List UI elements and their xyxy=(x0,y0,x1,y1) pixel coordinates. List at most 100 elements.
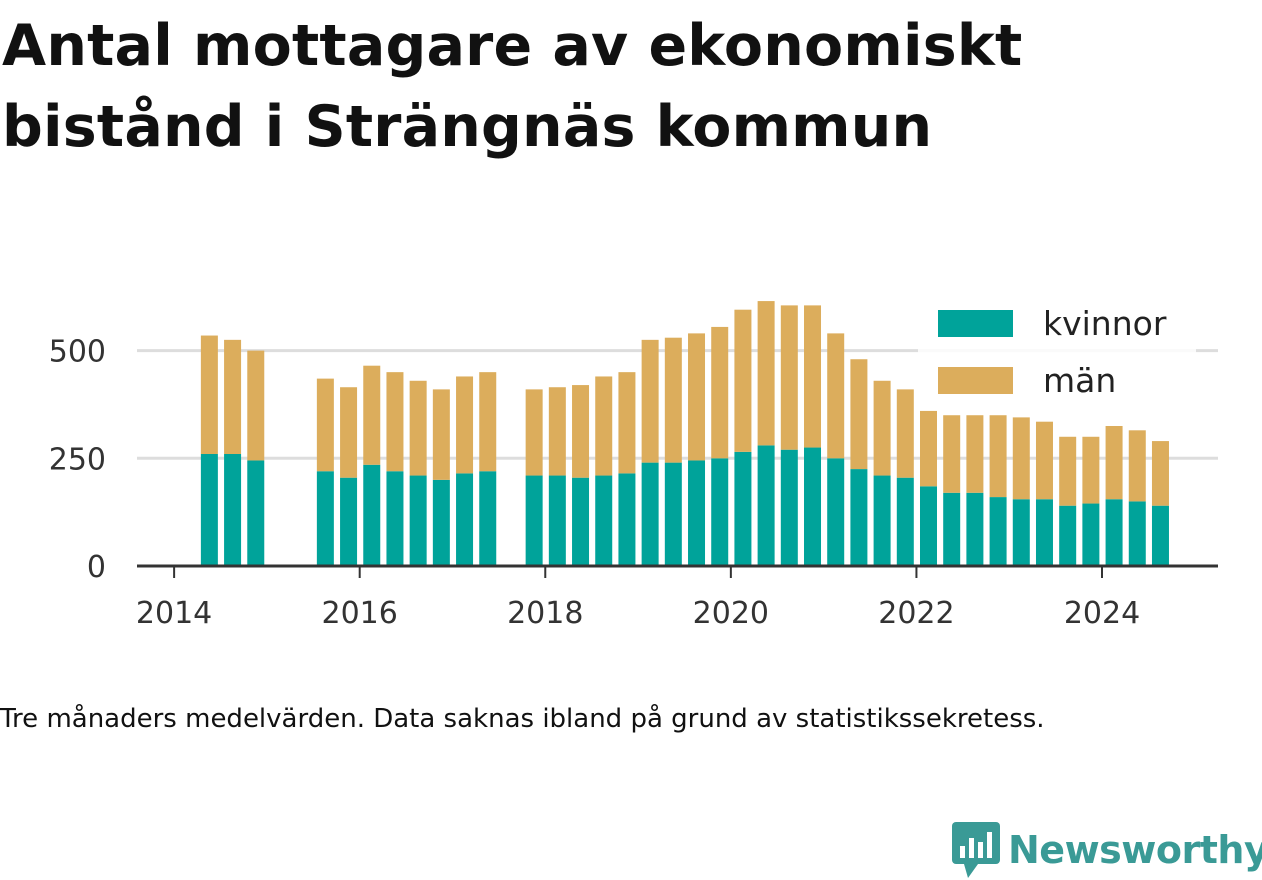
bar-kvinnor xyxy=(641,462,659,566)
bar-man xyxy=(386,372,404,472)
bar-man xyxy=(827,333,845,459)
chart-title: Antal mottagare av ekonomiskt bistånd i … xyxy=(2,13,1023,160)
bar-man xyxy=(409,380,427,476)
bar-man xyxy=(595,376,613,476)
bar-man xyxy=(224,339,242,454)
bar-kvinnor xyxy=(340,477,358,566)
bar-kvinnor xyxy=(1082,503,1100,566)
bar-kvinnor xyxy=(780,449,798,566)
y-tick-label: 0 xyxy=(87,550,106,585)
bar-kvinnor xyxy=(224,454,242,566)
legend-label: män xyxy=(1043,361,1116,400)
legend-swatch xyxy=(938,310,1013,337)
bar-man xyxy=(919,410,937,487)
bar-man xyxy=(432,389,450,480)
bar-man xyxy=(1128,430,1146,502)
bar-kvinnor xyxy=(919,486,937,566)
bar-kvinnor xyxy=(757,445,775,566)
bar-man xyxy=(711,326,729,459)
bar-man xyxy=(572,385,590,478)
bar-kvinnor xyxy=(247,460,265,566)
y-tick-label: 500 xyxy=(49,335,106,370)
footnote: Tre månaders medelvärden. Data saknas ib… xyxy=(0,704,1045,734)
bar-man xyxy=(804,305,822,448)
bar-kvinnor xyxy=(989,497,1007,566)
legend-swatch xyxy=(938,367,1013,394)
bar-kvinnor xyxy=(479,471,497,566)
x-tick-label: 2020 xyxy=(693,596,769,631)
bar-kvinnor xyxy=(456,473,474,566)
bar-kvinnor xyxy=(1105,499,1123,566)
bar-man xyxy=(340,387,358,478)
bar-man xyxy=(641,339,659,463)
bar-kvinnor xyxy=(1128,501,1146,566)
bar-man xyxy=(966,415,984,493)
bar-man xyxy=(456,376,474,474)
bar-man xyxy=(1105,426,1123,500)
bar-man xyxy=(943,415,961,493)
bar-kvinnor xyxy=(409,475,427,566)
newsworthy-chart-bubble-icon xyxy=(952,822,1000,878)
x-tick-label: 2018 xyxy=(507,596,583,631)
bar-man xyxy=(200,335,218,454)
newsworthy-logo[interactable]: Newsworthy xyxy=(950,820,1262,880)
bar-man xyxy=(479,372,497,472)
bar-man xyxy=(989,415,1007,498)
bar-man xyxy=(618,372,636,474)
bar-man xyxy=(363,365,381,465)
bar-kvinnor xyxy=(827,458,845,566)
bar-kvinnor xyxy=(595,475,613,566)
bar-man xyxy=(548,387,566,476)
bar-man xyxy=(1151,441,1169,506)
bar-kvinnor xyxy=(896,477,914,566)
bar-man xyxy=(850,359,868,470)
bar-kvinnor xyxy=(548,475,566,566)
bar-kvinnor xyxy=(1059,505,1077,566)
x-tick-label: 2016 xyxy=(322,596,398,631)
x-tick-label: 2024 xyxy=(1064,596,1140,631)
x-tick-label: 2022 xyxy=(878,596,954,631)
bar-kvinnor xyxy=(688,460,706,566)
bar-kvinnor xyxy=(873,475,891,566)
bar-man xyxy=(316,378,334,472)
bar-man xyxy=(1082,436,1100,504)
bar-kvinnor xyxy=(1035,499,1053,566)
bar-kvinnor xyxy=(618,473,636,566)
bar-kvinnor xyxy=(664,462,682,566)
bar-kvinnor xyxy=(1151,505,1169,566)
bar-kvinnor xyxy=(525,475,543,566)
axes: 0 250 500 2014 2016 2018 2020 2022 2024 xyxy=(49,335,1218,631)
legend: kvinnor män xyxy=(918,296,1196,406)
bar-kvinnor xyxy=(200,454,218,566)
bar-kvinnor xyxy=(316,471,334,566)
bar-man xyxy=(664,337,682,463)
bar-man xyxy=(688,333,706,461)
bar-man xyxy=(1012,417,1030,500)
bar-kvinnor xyxy=(966,492,984,566)
bars xyxy=(200,301,1169,566)
bar-man xyxy=(780,305,798,450)
brand-name: Newsworthy xyxy=(1008,828,1262,872)
y-tick-label: 250 xyxy=(49,442,106,477)
bar-kvinnor xyxy=(734,451,752,566)
bar-man xyxy=(525,389,543,476)
bar-kvinnor xyxy=(943,492,961,566)
bar-man xyxy=(873,380,891,476)
legend-label: kvinnor xyxy=(1043,304,1167,343)
bar-kvinnor xyxy=(572,477,590,566)
bar-man xyxy=(1059,436,1077,506)
bar-kvinnor xyxy=(1012,499,1030,566)
bar-man xyxy=(896,389,914,478)
bar-kvinnor xyxy=(386,471,404,566)
bar-kvinnor xyxy=(363,464,381,566)
stacked-bar-chart: 0 250 500 2014 2016 2018 2020 2022 2024 kvinnor m… xyxy=(48,296,1218,631)
bar-man xyxy=(247,350,265,461)
bar-kvinnor xyxy=(850,469,868,566)
bar-kvinnor xyxy=(432,479,450,566)
bar-kvinnor xyxy=(804,447,822,566)
bar-man xyxy=(1035,421,1053,500)
x-tick-label: 2014 xyxy=(136,596,212,631)
bar-man xyxy=(757,301,775,446)
bar-man xyxy=(734,309,752,452)
bar-kvinnor xyxy=(711,458,729,566)
